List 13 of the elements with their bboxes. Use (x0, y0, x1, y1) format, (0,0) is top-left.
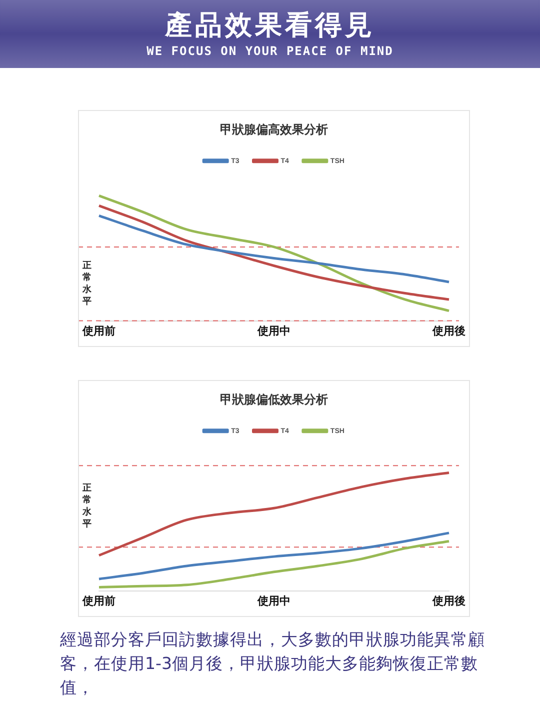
text: WE FOCUS ON YOUR PEACE OF MIND (146, 43, 394, 59)
x-tick-label: 使用中 (256, 594, 290, 608)
x-tick-label: 使用前 (82, 594, 116, 608)
annotation: 正常水平 (82, 482, 92, 530)
x-tick-label: 使用中 (256, 324, 290, 338)
text: 經過部分客戶回訪數據得出，大多數的甲狀腺功能異常顧客，在使用1-3個月後，甲狀腺功能大多能夠恢復正常數值， (60, 629, 486, 699)
chart-title: 甲狀腺偏高效果分析 (220, 122, 328, 136)
chart-title: 甲狀腺偏低效果分析 (220, 392, 328, 406)
annotation: 正常水平 (82, 260, 92, 308)
text: 產品效果看得見 (164, 9, 376, 43)
x-tick-label: 使用後 (432, 594, 466, 608)
x-tick-label: 使用前 (82, 324, 116, 338)
x-tick-label: 使用後 (432, 324, 466, 338)
